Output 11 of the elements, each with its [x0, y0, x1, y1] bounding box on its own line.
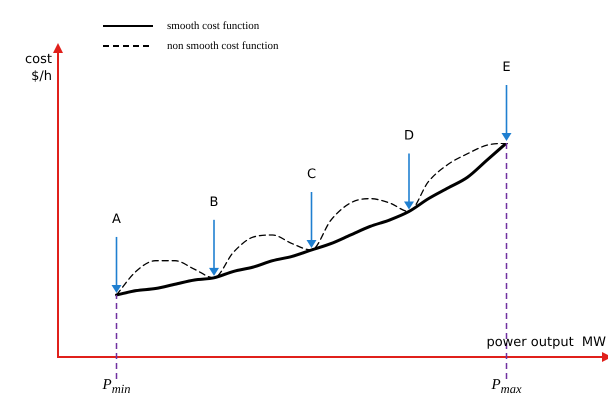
annotation: C: [306, 167, 316, 182]
legend-label: non smooth cost function: [167, 40, 279, 52]
annotation: B: [210, 194, 218, 210]
text: E: [502, 60, 511, 75]
x-axis-title: power output MW: [486, 335, 606, 350]
x-tick-label: P$_{min}$: [102, 377, 132, 397]
y-axis-title: cost $/h: [25, 51, 52, 85]
annotation: D: [404, 128, 414, 144]
legend-label: smooth cost function: [167, 20, 260, 32]
x-tick-label: P$_{max}$: [490, 377, 522, 397]
annotation: A: [112, 212, 122, 227]
